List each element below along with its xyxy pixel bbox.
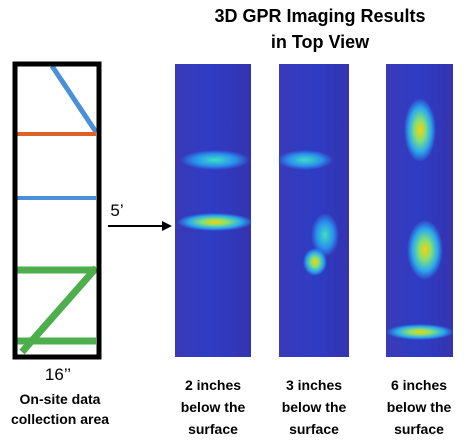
- panel-caption: surface: [394, 421, 444, 437]
- gpr-image: [175, 64, 253, 357]
- title-line: 3D GPR Imaging Results: [214, 6, 425, 26]
- width-label: 16’’: [45, 365, 71, 384]
- panel-caption: below the: [387, 399, 452, 415]
- panel-caption: 3 inches: [286, 377, 342, 393]
- panel-caption: below the: [181, 399, 246, 415]
- site-caption: collection area: [11, 411, 109, 427]
- gpr-image: [386, 64, 454, 357]
- panel-caption: surface: [289, 421, 339, 437]
- site-caption: On-site data: [20, 391, 101, 407]
- arrow-head: [162, 221, 172, 231]
- panel-caption: below the: [282, 399, 347, 415]
- length-label: 5’: [110, 201, 123, 220]
- site-diagram: [12, 61, 102, 360]
- panel-caption: surface: [188, 421, 238, 437]
- gpr-image: [277, 64, 349, 357]
- panel-caption: 6 inches: [391, 377, 447, 393]
- panel-caption: 2 inches: [185, 377, 241, 393]
- title-line: in Top View: [271, 32, 370, 52]
